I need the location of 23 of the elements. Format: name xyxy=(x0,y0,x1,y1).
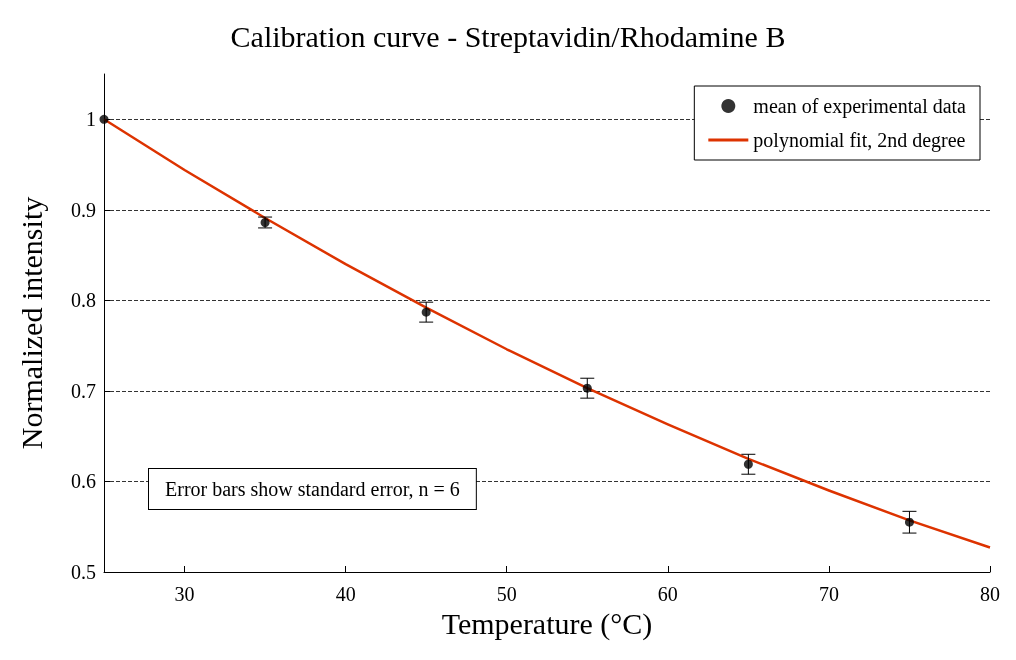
x-tick-label: 40 xyxy=(335,583,356,605)
y-tick-label: 0.7 xyxy=(71,379,96,402)
y-tick-label: 1 xyxy=(86,108,96,131)
y-tick-label: 0.5 xyxy=(71,561,96,583)
x-tick-label: 80 xyxy=(980,583,1000,605)
point xyxy=(743,459,753,469)
x-tick-label: 50 xyxy=(496,583,517,605)
y-tick-label: 0.9 xyxy=(71,198,96,221)
chart-title: Calibration curve - Streptavidin/Rhodamine B xyxy=(230,19,786,53)
legend-label: mean of experimental data xyxy=(753,95,967,118)
legend-label: polynomial fit, 2nd degree xyxy=(753,129,966,152)
x-axis-title: Temperature (°C) xyxy=(441,607,653,642)
y-tick-label: 0.6 xyxy=(71,470,96,493)
annotation: Error bars show standard error, n = 6 xyxy=(165,478,460,500)
y-tick-label: 0.8 xyxy=(71,289,96,312)
point xyxy=(582,383,592,393)
x-tick-label: 60 xyxy=(657,583,678,605)
point xyxy=(99,114,109,124)
point xyxy=(421,307,431,317)
x-tick-label: 30 xyxy=(174,583,195,605)
point xyxy=(904,517,914,527)
x-tick-label: 70 xyxy=(818,583,839,605)
y-axis-title: Normalized intensity xyxy=(14,196,48,450)
